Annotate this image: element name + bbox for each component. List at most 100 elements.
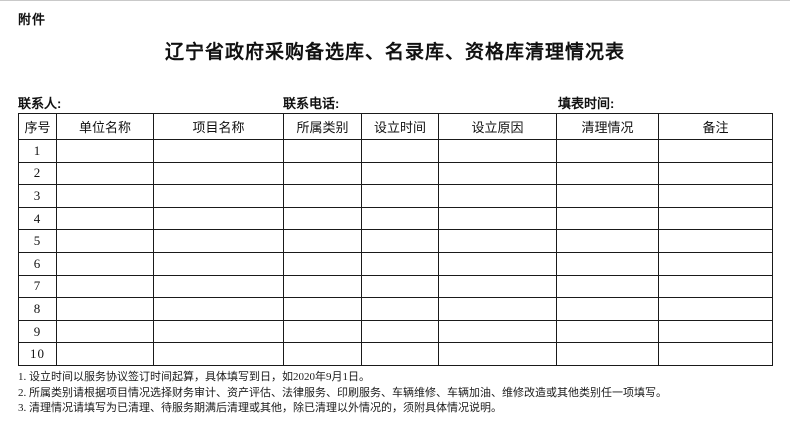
meta-row: 联系人: 联系电话: 填表时间: (18, 93, 772, 111)
empty-cell (361, 161, 439, 186)
empty-cell (56, 274, 154, 299)
empty-cell (283, 342, 362, 366)
column-header-index: 序号 (18, 113, 57, 140)
row-number-cell: 3 (18, 184, 57, 208)
empty-cell (153, 206, 284, 231)
empty-cell (556, 297, 659, 321)
empty-cell (361, 274, 439, 299)
empty-cell (153, 251, 284, 276)
table-row: 7 (18, 274, 773, 299)
empty-cell (438, 251, 557, 276)
fill-time-label: 填表时间: (558, 96, 615, 111)
empty-cell (56, 251, 154, 276)
empty-cell (153, 139, 284, 163)
empty-cell (283, 206, 362, 231)
column-header-setup-reason: 设立原因 (438, 113, 557, 140)
empty-cell (153, 319, 284, 344)
empty-cell (153, 274, 284, 299)
empty-cell (56, 319, 154, 344)
empty-cell (438, 206, 557, 231)
row-number-cell: 2 (18, 161, 57, 186)
empty-cell (283, 139, 362, 163)
empty-cell (361, 319, 439, 344)
column-header-unit-name: 单位名称 (56, 113, 154, 140)
column-header-remarks: 备注 (658, 113, 773, 140)
empty-cell (438, 274, 557, 299)
empty-cell (153, 161, 284, 186)
column-header-cleanup-status: 清理情况 (556, 113, 659, 140)
footnote: 2. 所属类别请根据项目情况选择财务审计、资产评估、法律服务、印刷服务、车辆维修… (18, 386, 667, 399)
empty-cell (556, 274, 659, 299)
column-header-project-name: 项目名称 (153, 113, 284, 140)
empty-cell (361, 206, 439, 231)
page-title: 辽宁省政府采购备选库、名录库、资格库清理情况表 (164, 42, 625, 63)
empty-cell (658, 161, 773, 186)
empty-cell (658, 206, 773, 231)
empty-cell (361, 139, 439, 163)
empty-cell (658, 342, 773, 366)
empty-cell (283, 184, 362, 208)
empty-cell (283, 229, 362, 253)
empty-cell (56, 229, 154, 253)
empty-cell (556, 229, 659, 253)
table-row: 1 (18, 139, 773, 163)
empty-cell (283, 319, 362, 344)
empty-cell (283, 297, 362, 321)
row-number-cell: 7 (18, 274, 57, 299)
empty-cell (361, 297, 439, 321)
empty-cell (438, 161, 557, 186)
empty-cell (438, 184, 557, 208)
table-body: 1 2 3 4 (18, 139, 773, 366)
row-number-cell: 1 (18, 139, 57, 163)
attachment-label: 附件 (18, 12, 47, 27)
empty-cell (283, 274, 362, 299)
empty-cell (153, 229, 284, 253)
contact-phone-label: 联系电话: (283, 96, 340, 111)
empty-cell (283, 161, 362, 186)
empty-cell (438, 342, 557, 366)
empty-cell (658, 229, 773, 253)
empty-cell (556, 184, 659, 208)
empty-cell (438, 229, 557, 253)
contact-person-label: 联系人: (18, 96, 62, 111)
empty-cell (153, 342, 284, 366)
row-number-cell: 8 (18, 297, 57, 321)
footnote: 1. 设立时间以服务协议签订时间起算，具体填写到日，如2020年9月1日。 (18, 371, 370, 383)
cleanup-table: 序号 单位名称 项目名称 所属类别 设立时间 设立原因 清理情况 备注 1 2 (18, 113, 773, 366)
empty-cell (56, 161, 154, 186)
empty-cell (556, 251, 659, 276)
empty-cell (361, 342, 439, 366)
empty-cell (658, 319, 773, 344)
empty-cell (56, 342, 154, 366)
footnote: 3. 清理情况请填写为已清理、待服务期满后清理或其他，除已清理以外情况的，须附具… (18, 402, 502, 414)
column-header-setup-time: 设立时间 (361, 113, 439, 140)
table-row: 4 (18, 206, 773, 231)
table-header-row: 序号 单位名称 项目名称 所属类别 设立时间 设立原因 清理情况 备注 (18, 113, 773, 140)
table-row: 6 (18, 251, 773, 276)
table-row: 2 (18, 161, 773, 186)
table-row: 9 (18, 319, 773, 344)
empty-cell (361, 184, 439, 208)
row-number-cell: 4 (18, 206, 57, 231)
empty-cell (361, 251, 439, 276)
empty-cell (56, 139, 154, 163)
empty-cell (361, 229, 439, 253)
empty-cell (283, 251, 362, 276)
empty-cell (56, 184, 154, 208)
empty-cell (658, 274, 773, 299)
row-number-cell: 9 (18, 319, 57, 344)
empty-cell (658, 184, 773, 208)
empty-cell (438, 297, 557, 321)
empty-cell (56, 297, 154, 321)
column-header-category: 所属类别 (283, 113, 362, 140)
empty-cell (438, 139, 557, 163)
row-number-cell: 10 (18, 342, 57, 366)
row-number-cell: 6 (18, 251, 57, 276)
empty-cell (556, 161, 659, 186)
empty-cell (556, 206, 659, 231)
empty-cell (153, 184, 284, 208)
empty-cell (556, 319, 659, 344)
empty-cell (658, 251, 773, 276)
empty-cell (556, 139, 659, 163)
